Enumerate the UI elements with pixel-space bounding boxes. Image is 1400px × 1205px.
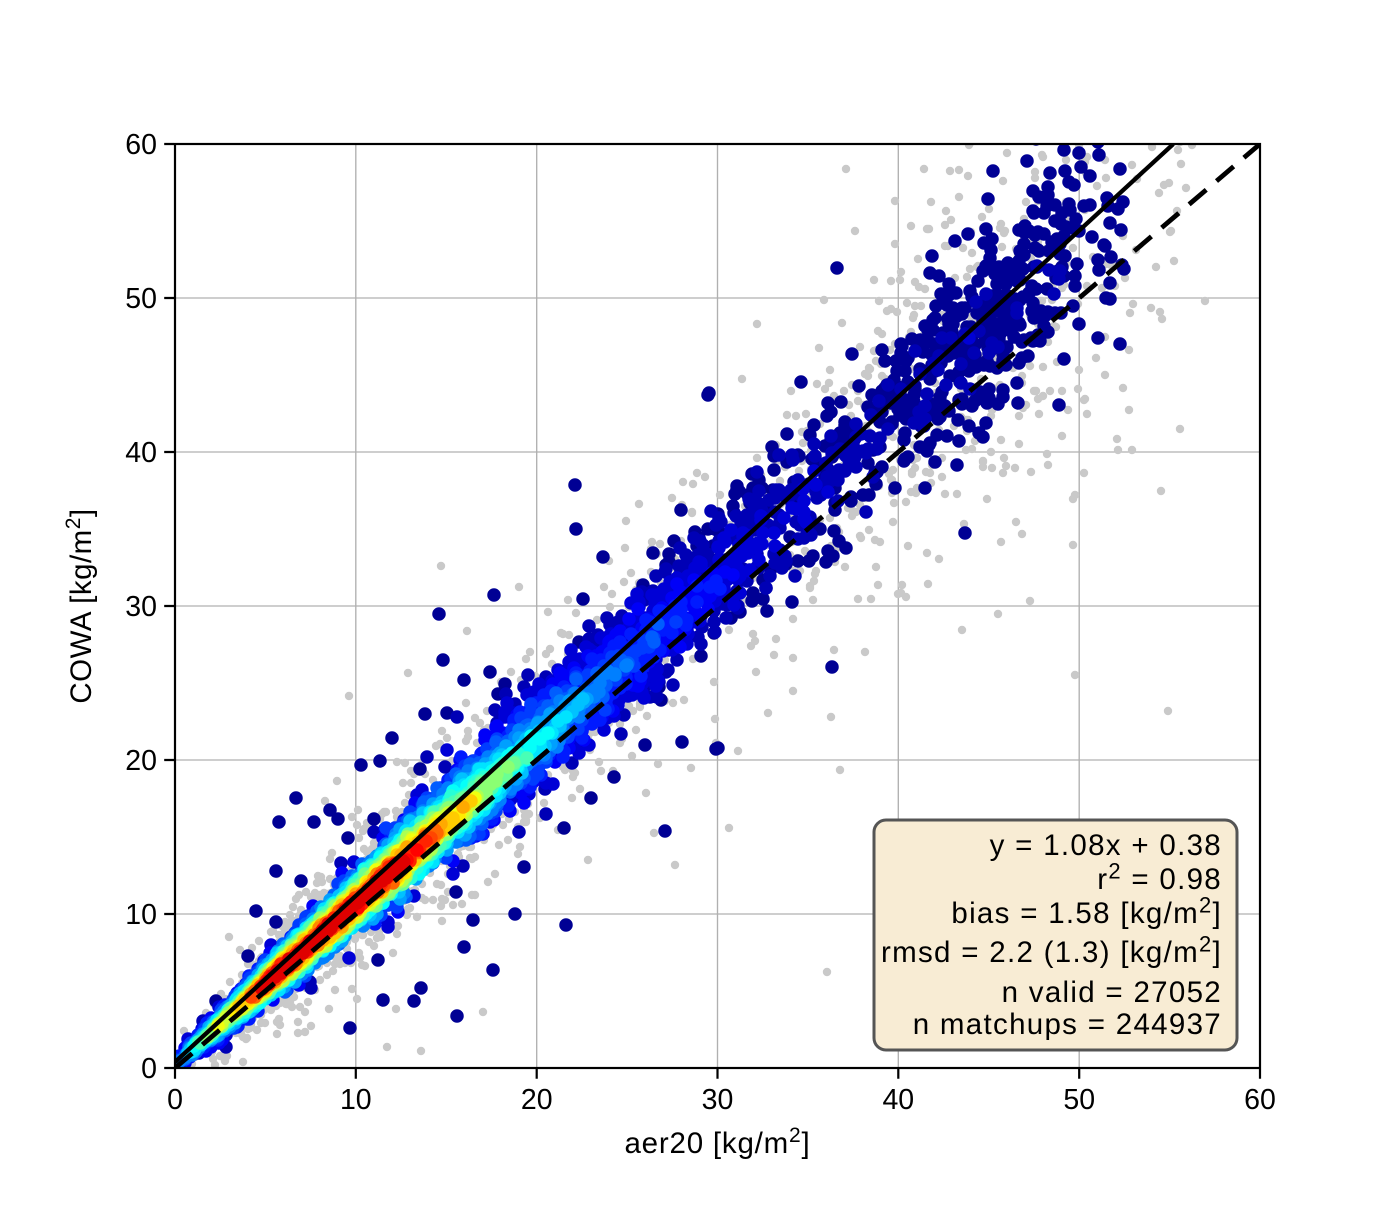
svg-text:COWA [kg/m2]: COWA [kg/m2] xyxy=(62,508,98,703)
svg-text:40: 40 xyxy=(882,1084,914,1116)
svg-text:50: 50 xyxy=(125,283,157,315)
svg-text:30: 30 xyxy=(125,591,157,623)
svg-text:30: 30 xyxy=(702,1084,734,1116)
svg-text:60: 60 xyxy=(1244,1084,1276,1116)
svg-text:0: 0 xyxy=(141,1053,157,1085)
svg-text:40: 40 xyxy=(125,437,157,469)
svg-text:20: 20 xyxy=(521,1084,553,1116)
svg-text:bias = 1.58 [kg/m2]: bias = 1.58 [kg/m2] xyxy=(951,893,1222,931)
svg-text:10: 10 xyxy=(340,1084,372,1116)
svg-text:y = 1.08x + 0.38: y = 1.08x + 0.38 xyxy=(990,829,1222,862)
svg-text:60: 60 xyxy=(125,129,157,161)
svg-text:50: 50 xyxy=(1063,1084,1095,1116)
svg-text:aer20 [kg/m2]: aer20 [kg/m2] xyxy=(624,1124,810,1160)
svg-text:r2 = 0.98: r2 = 0.98 xyxy=(1097,859,1222,897)
svg-text:rmsd = 2.2 (1.3) [kg/m2]: rmsd = 2.2 (1.3) [kg/m2] xyxy=(881,932,1222,970)
svg-text:n valid = 27052: n valid = 27052 xyxy=(1002,976,1222,1009)
svg-text:n matchups = 244937: n matchups = 244937 xyxy=(913,1008,1222,1041)
svg-text:0: 0 xyxy=(167,1084,183,1116)
svg-text:20: 20 xyxy=(125,745,157,777)
svg-text:10: 10 xyxy=(125,899,157,931)
